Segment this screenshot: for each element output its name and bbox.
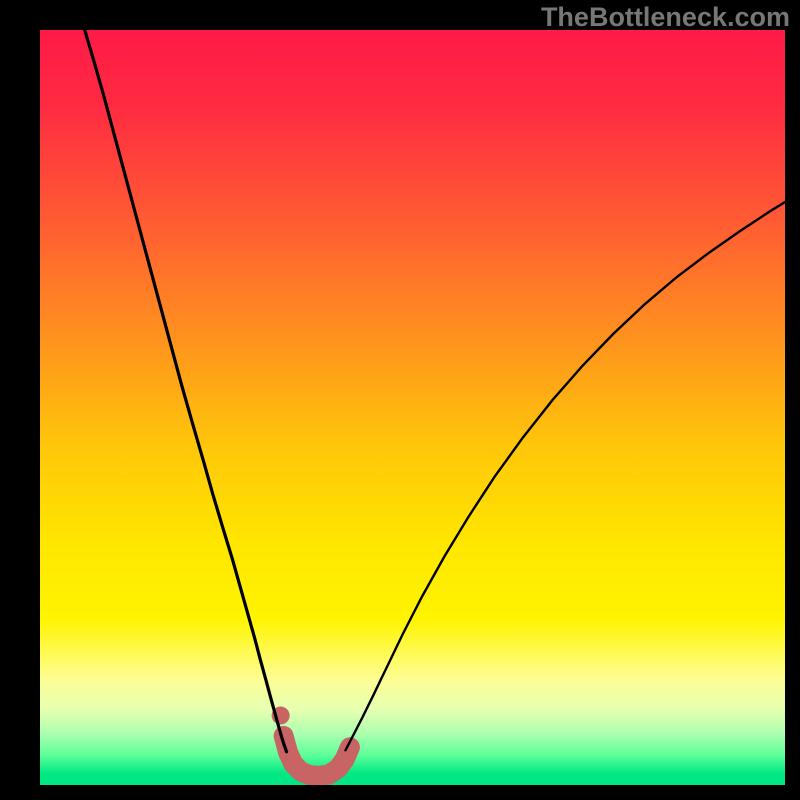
chart-container: TheBottleneck.com (0, 0, 800, 800)
watermark-text: TheBottleneck.com (541, 2, 790, 33)
gradient-background (40, 30, 785, 785)
bottleneck-curve-plot (40, 30, 785, 785)
